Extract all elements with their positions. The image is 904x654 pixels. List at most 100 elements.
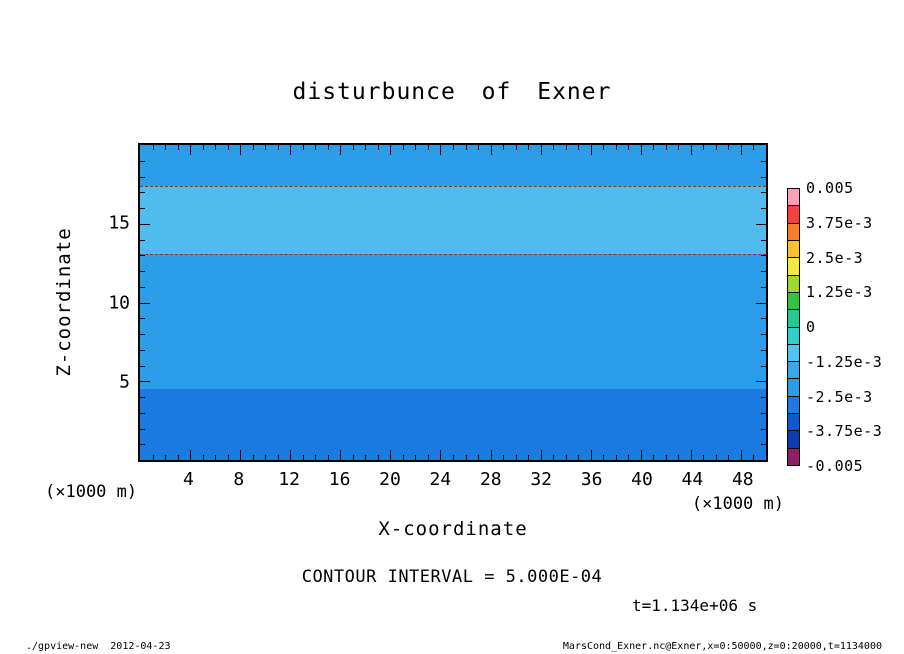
x-tick: [453, 455, 454, 460]
x-tick: [152, 145, 154, 150]
x-tick: [202, 145, 204, 150]
x-tick: [365, 455, 367, 460]
y-tick: [140, 365, 145, 367]
x-tick: [503, 455, 505, 460]
x-tick: [753, 145, 755, 150]
x-tick: [465, 145, 467, 150]
x-tick: [265, 145, 267, 150]
x-tick: [190, 450, 192, 460]
colorbar-label: -2.5e-3: [806, 387, 873, 406]
y-tick: [761, 176, 766, 178]
x-tick: [715, 455, 717, 460]
x-tick: [215, 145, 217, 150]
colorbar: [787, 188, 800, 466]
x-tick: [327, 455, 329, 460]
x-tick: [515, 145, 517, 150]
x-tick: [503, 145, 505, 150]
y-tick: [756, 223, 766, 225]
plot-title: disturbunce of Exner: [292, 79, 612, 105]
y-tick: [756, 302, 766, 304]
x-tick: [565, 145, 567, 150]
x-tick: [402, 455, 404, 460]
fill-band: [140, 145, 766, 186]
x-tick: [415, 145, 417, 150]
x-axis-unit-right: (×1000 m): [691, 494, 784, 514]
x-tick: [290, 450, 292, 460]
x-tick: [540, 145, 542, 155]
colorbar-cell: [788, 396, 799, 415]
x-tick: [578, 455, 580, 460]
x-tick: [190, 145, 192, 155]
x-tick: [515, 455, 517, 460]
x-tick: [528, 455, 530, 460]
colorbar-label: -3.75e-3: [806, 422, 883, 441]
y-tick: [761, 255, 766, 257]
y-tick: [761, 444, 766, 446]
y-tick: [761, 349, 766, 351]
y-tick: [761, 334, 766, 335]
y-tick: [140, 208, 145, 209]
x-tick: [453, 145, 454, 150]
y-tick: [140, 255, 145, 257]
colorbar-cell: [788, 240, 799, 259]
y-tick: [140, 444, 145, 446]
colorbar-cell: [788, 292, 799, 311]
colorbar-label: 1.25e-3: [806, 283, 873, 302]
x-tick: [653, 455, 655, 460]
x-tick: [227, 145, 229, 150]
x-tick: [302, 145, 304, 150]
x-tick: [603, 455, 605, 460]
y-tick: [140, 381, 150, 383]
colorbar-labels: 0.005 3.75e-3 2.5e-3 1.25e-3 0 -1.25e-3 -2.5e-…: [806, 179, 898, 475]
x-tick: [365, 145, 367, 150]
y-axis-label: Z-coordinate: [53, 227, 75, 377]
colorbar-cell: [788, 327, 799, 345]
x-tick: [265, 455, 267, 460]
y-tick: [140, 397, 145, 398]
x-tick: [665, 455, 667, 460]
x-tick: [553, 455, 555, 460]
x-tick: [690, 145, 692, 155]
y-tick: [761, 365, 766, 367]
x-tick: [603, 145, 605, 150]
x-tick-label: 32: [530, 469, 553, 490]
x-tick: [377, 145, 379, 150]
x-tick: [402, 145, 404, 150]
x-tick: [540, 450, 542, 460]
colorbar-cell: [788, 379, 799, 397]
y-tick: [140, 349, 145, 351]
y-tick: [140, 192, 145, 194]
x-tick-label: 8: [233, 469, 245, 490]
y-tick: [140, 334, 145, 335]
colorbar-cell: [788, 189, 799, 207]
x-tick: [478, 455, 480, 460]
plot-area: [138, 143, 768, 462]
y-tick-label: 15: [108, 212, 130, 234]
x-tick: [565, 455, 567, 460]
y-tick: [761, 239, 766, 241]
x-tick: [740, 450, 742, 460]
x-tick-label: 48: [731, 469, 754, 490]
x-tick: [152, 455, 154, 460]
fill-band: [140, 253, 766, 390]
x-tick: [753, 455, 755, 460]
x-tick: [628, 455, 630, 460]
x-tick: [165, 455, 167, 460]
x-tick: [277, 455, 279, 460]
x-tick: [302, 455, 304, 460]
x-tick: [340, 145, 342, 155]
x-tick-label: 28: [479, 469, 502, 490]
colorbar-label: 3.75e-3: [806, 213, 873, 232]
x-tick: [678, 145, 680, 150]
x-tick: [352, 455, 354, 460]
y-tick: [761, 412, 766, 414]
x-tick: [528, 145, 530, 150]
y-tick: [140, 302, 150, 304]
colorbar-label: 0.005: [806, 179, 854, 197]
x-tick: [715, 145, 717, 150]
x-tick-label: 24: [429, 469, 452, 490]
x-tick-label: 4: [182, 469, 194, 490]
x-tick: [440, 450, 442, 460]
footer-command: ./gpview-new 2012-04-23: [26, 641, 171, 652]
